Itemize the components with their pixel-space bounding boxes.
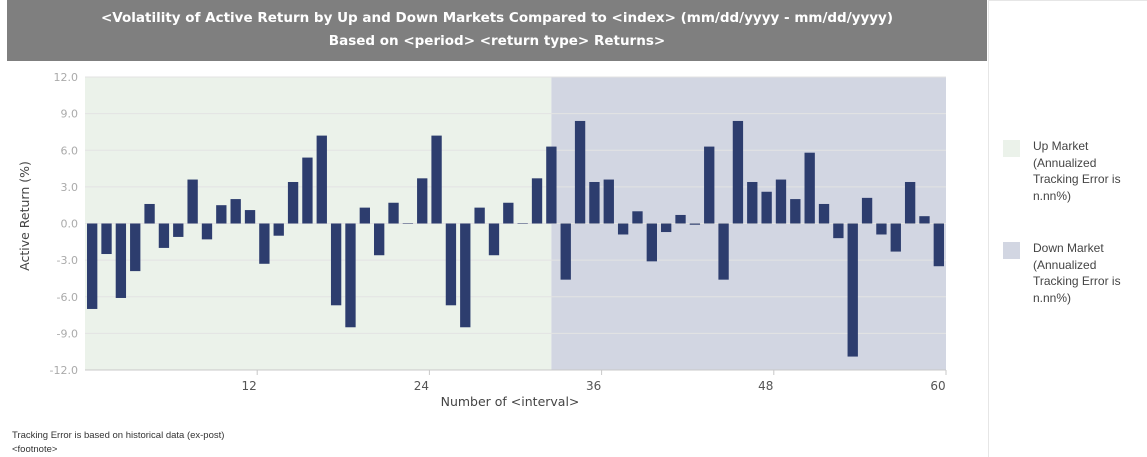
chart-title-bar: <Volatility of Active Return by Up and D… bbox=[7, 0, 987, 61]
gridlines bbox=[85, 76, 946, 371]
bar bbox=[316, 135, 327, 224]
bar bbox=[244, 210, 256, 224]
y-tick-label: 0.0 bbox=[61, 218, 79, 231]
bar bbox=[474, 207, 485, 224]
bar bbox=[158, 223, 170, 248]
y-tick-label: 3.0 bbox=[61, 181, 79, 194]
bar bbox=[704, 146, 715, 224]
x-tick-label: 12 bbox=[242, 379, 257, 393]
bars bbox=[87, 120, 944, 357]
bar bbox=[847, 223, 858, 357]
y-axis-label: Active Return (%) bbox=[17, 161, 32, 271]
bar bbox=[101, 223, 112, 255]
y-tick-label: -12.0 bbox=[50, 364, 78, 377]
bar bbox=[933, 223, 944, 267]
bar bbox=[144, 203, 155, 224]
bar bbox=[775, 179, 787, 224]
legend-panel bbox=[988, 0, 1147, 457]
bar bbox=[531, 178, 543, 224]
footnote-tracking-error: Tracking Error is based on historical da… bbox=[12, 430, 225, 441]
y-tick-label: 12.0 bbox=[54, 71, 79, 84]
x-tick-label: 48 bbox=[758, 379, 773, 393]
y-tick-label: 6.0 bbox=[61, 144, 79, 157]
bar bbox=[388, 202, 399, 224]
bar bbox=[130, 223, 141, 272]
bar bbox=[273, 223, 284, 236]
legend-down-swatch bbox=[1003, 242, 1020, 259]
x-tick-label: 36 bbox=[586, 379, 601, 393]
bar bbox=[876, 223, 887, 235]
y-tick-label: 9.0 bbox=[61, 108, 79, 121]
bar bbox=[445, 223, 457, 306]
bar bbox=[259, 223, 270, 264]
bar bbox=[732, 120, 744, 224]
bar bbox=[747, 181, 758, 224]
bar bbox=[861, 197, 873, 224]
bar bbox=[574, 120, 586, 224]
bar bbox=[374, 223, 385, 256]
legend-up-label: Up Market (Annualized Tracking Error is … bbox=[1033, 139, 1121, 203]
bar bbox=[431, 135, 442, 224]
x-tick-label: 24 bbox=[414, 379, 429, 393]
bar bbox=[359, 207, 370, 224]
legend-down-label: Down Market (Annualized Tracking Error i… bbox=[1033, 241, 1121, 305]
bar bbox=[302, 157, 313, 224]
bar bbox=[87, 223, 98, 309]
bar bbox=[661, 223, 672, 233]
bar bbox=[589, 181, 600, 224]
bar bbox=[187, 179, 198, 224]
chart-title: <Volatility of Active Return by Up and D… bbox=[100, 10, 894, 26]
bar bbox=[201, 223, 213, 240]
bar bbox=[330, 223, 342, 306]
bar bbox=[790, 199, 801, 224]
bar bbox=[632, 211, 643, 224]
bar bbox=[804, 152, 815, 224]
bar bbox=[718, 223, 729, 280]
legend-up-swatch bbox=[1003, 140, 1020, 157]
bar bbox=[402, 223, 414, 224]
bar bbox=[417, 178, 428, 224]
bar bbox=[460, 223, 471, 328]
bar bbox=[345, 223, 356, 328]
x-axis-label: Number of <interval> bbox=[441, 394, 580, 409]
bar bbox=[833, 223, 844, 239]
bar bbox=[919, 216, 930, 224]
bar bbox=[646, 223, 657, 262]
bar bbox=[488, 223, 500, 256]
axes: -12.0 -9.0 -6.0 -3.0 0.0 3.0 6.0 9.0 12.0 12 24 36 4… bbox=[50, 71, 947, 393]
bar bbox=[689, 223, 701, 225]
chart-subtitle: Based on <period> <return type> Returns> bbox=[328, 33, 666, 49]
bar bbox=[287, 181, 299, 224]
bar bbox=[503, 202, 514, 224]
y-tick-label: -6.0 bbox=[57, 291, 78, 304]
bar bbox=[216, 205, 227, 224]
bar bbox=[603, 179, 614, 224]
bar bbox=[517, 223, 528, 224]
bar bbox=[115, 223, 127, 298]
bar bbox=[675, 214, 686, 224]
bar bbox=[560, 223, 571, 280]
bar bbox=[761, 191, 772, 224]
bar bbox=[890, 223, 901, 252]
y-tick-label: -9.0 bbox=[57, 327, 78, 340]
bar-chart: -12.0 -9.0 -6.0 -3.0 0.0 3.0 6.0 9.0 12.0 12 24 36 4… bbox=[17, 71, 947, 409]
footnote-placeholder: <footnote> bbox=[12, 444, 58, 455]
y-tick-label: -3.0 bbox=[57, 254, 78, 267]
bar bbox=[904, 181, 916, 224]
x-tick-label: 60 bbox=[930, 379, 945, 393]
bar bbox=[617, 223, 629, 235]
bar bbox=[173, 223, 184, 237]
bar bbox=[546, 146, 557, 224]
bar bbox=[818, 203, 830, 224]
bar bbox=[230, 199, 241, 224]
